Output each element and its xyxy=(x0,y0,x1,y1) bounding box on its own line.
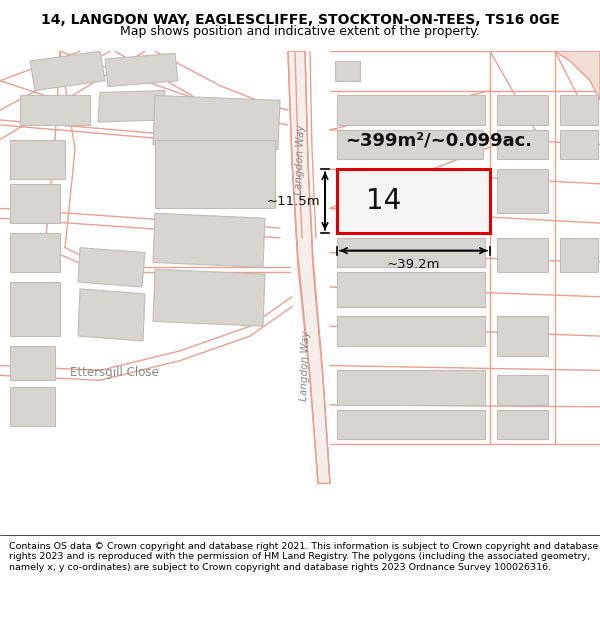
Polygon shape xyxy=(560,238,598,272)
Polygon shape xyxy=(10,184,60,223)
Polygon shape xyxy=(78,289,145,341)
Polygon shape xyxy=(497,410,548,439)
Polygon shape xyxy=(535,51,600,101)
Text: Map shows position and indicative extent of the property.: Map shows position and indicative extent… xyxy=(120,26,480,39)
Polygon shape xyxy=(337,96,485,125)
Text: ~399m²/~0.099ac.: ~399m²/~0.099ac. xyxy=(345,131,532,149)
Text: ~39.2m: ~39.2m xyxy=(387,259,440,271)
Polygon shape xyxy=(20,96,90,125)
Polygon shape xyxy=(497,169,548,213)
Polygon shape xyxy=(98,91,165,122)
Text: Ettersgill Close: Ettersgill Close xyxy=(70,366,159,379)
Polygon shape xyxy=(337,410,485,439)
Polygon shape xyxy=(10,387,55,426)
Polygon shape xyxy=(497,376,548,405)
Polygon shape xyxy=(288,51,330,483)
Polygon shape xyxy=(337,169,490,233)
Polygon shape xyxy=(337,130,483,159)
Polygon shape xyxy=(153,269,265,326)
Text: 14: 14 xyxy=(366,187,401,215)
Polygon shape xyxy=(10,282,60,336)
Polygon shape xyxy=(105,53,178,87)
Text: Langdon Way: Langdon Way xyxy=(299,330,311,401)
Polygon shape xyxy=(497,96,548,125)
Polygon shape xyxy=(155,139,275,208)
Polygon shape xyxy=(10,233,60,272)
Polygon shape xyxy=(337,371,485,405)
Polygon shape xyxy=(337,238,485,268)
Polygon shape xyxy=(337,316,485,346)
Polygon shape xyxy=(560,96,598,125)
Text: Langdon Way: Langdon Way xyxy=(294,124,306,194)
Polygon shape xyxy=(335,61,360,81)
Text: Contains OS data © Crown copyright and database right 2021. This information is : Contains OS data © Crown copyright and d… xyxy=(9,542,598,571)
Polygon shape xyxy=(30,51,105,91)
Polygon shape xyxy=(497,316,548,356)
Polygon shape xyxy=(560,130,598,159)
Polygon shape xyxy=(153,96,280,149)
Polygon shape xyxy=(153,213,265,268)
Polygon shape xyxy=(497,238,548,272)
Polygon shape xyxy=(337,272,485,307)
Text: 14, LANGDON WAY, EAGLESCLIFFE, STOCKTON-ON-TEES, TS16 0GE: 14, LANGDON WAY, EAGLESCLIFFE, STOCKTON-… xyxy=(41,12,559,27)
Polygon shape xyxy=(497,130,548,159)
Polygon shape xyxy=(10,346,55,380)
Polygon shape xyxy=(10,139,65,179)
Polygon shape xyxy=(78,248,145,287)
Text: ~11.5m: ~11.5m xyxy=(266,194,320,208)
